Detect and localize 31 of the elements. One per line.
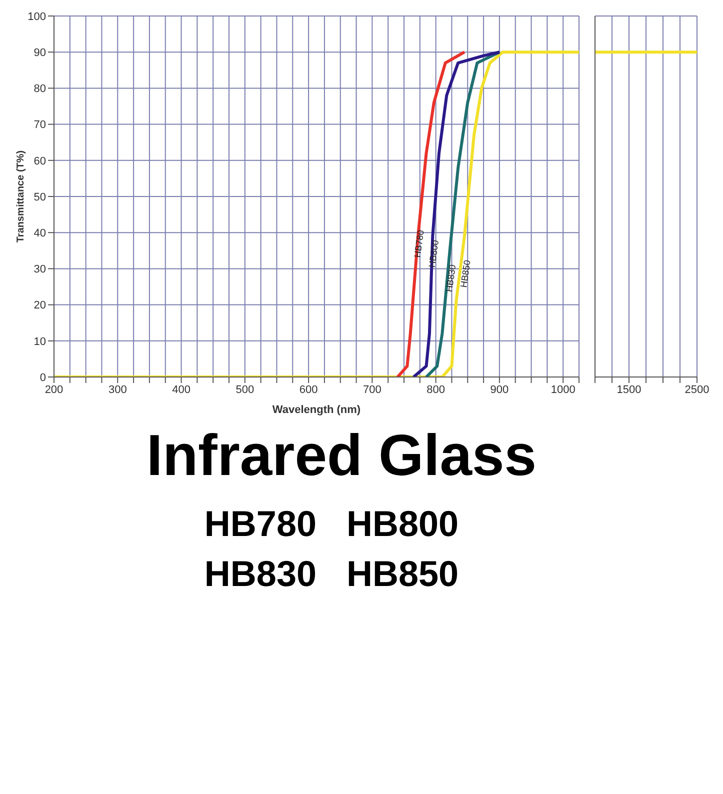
text: HB780 HB800 <box>203 503 460 545</box>
x-tick-label: 900 <box>490 384 509 396</box>
y-tick-label: 10 <box>34 336 46 348</box>
y-tick-label: 80 <box>34 83 46 96</box>
y-tick-label: 90 <box>34 47 46 60</box>
text: HB800 <box>426 239 441 268</box>
x-tick-label: 300 <box>108 384 127 396</box>
x-tick-label: 2500 <box>684 384 710 396</box>
y-tick-label: 0 <box>40 372 46 384</box>
y-tick-label: 100 <box>28 10 46 23</box>
text: HB850 <box>458 259 472 288</box>
text: HB830 <box>444 264 458 293</box>
x-tick-label: 500 <box>236 384 254 396</box>
text: Infrared Glass <box>145 422 538 489</box>
y-tick-label: 70 <box>34 119 46 132</box>
y-tick-label: 20 <box>34 300 46 312</box>
y-tick-label: 30 <box>34 264 46 276</box>
y-tick-label: 40 <box>34 228 46 240</box>
x-tick-label: 1000 <box>550 384 576 396</box>
x-tick-label: 200 <box>44 384 64 396</box>
y-tick-label: 60 <box>34 155 46 168</box>
text: HB780 <box>412 229 426 258</box>
x-tick-label: 700 <box>363 384 382 396</box>
x-tick-label: 800 <box>426 384 445 396</box>
y-tick-label: 50 <box>34 191 46 204</box>
x-tick-label: 400 <box>172 384 190 396</box>
x-tick-label: 1500 <box>616 384 642 396</box>
y-axis-title: Transmittance (T%) <box>16 150 27 243</box>
x-tick-label: 600 <box>299 384 318 396</box>
text: HB830 HB850 <box>203 553 460 595</box>
x-axis-title: Wavelength (nm) <box>272 404 361 416</box>
